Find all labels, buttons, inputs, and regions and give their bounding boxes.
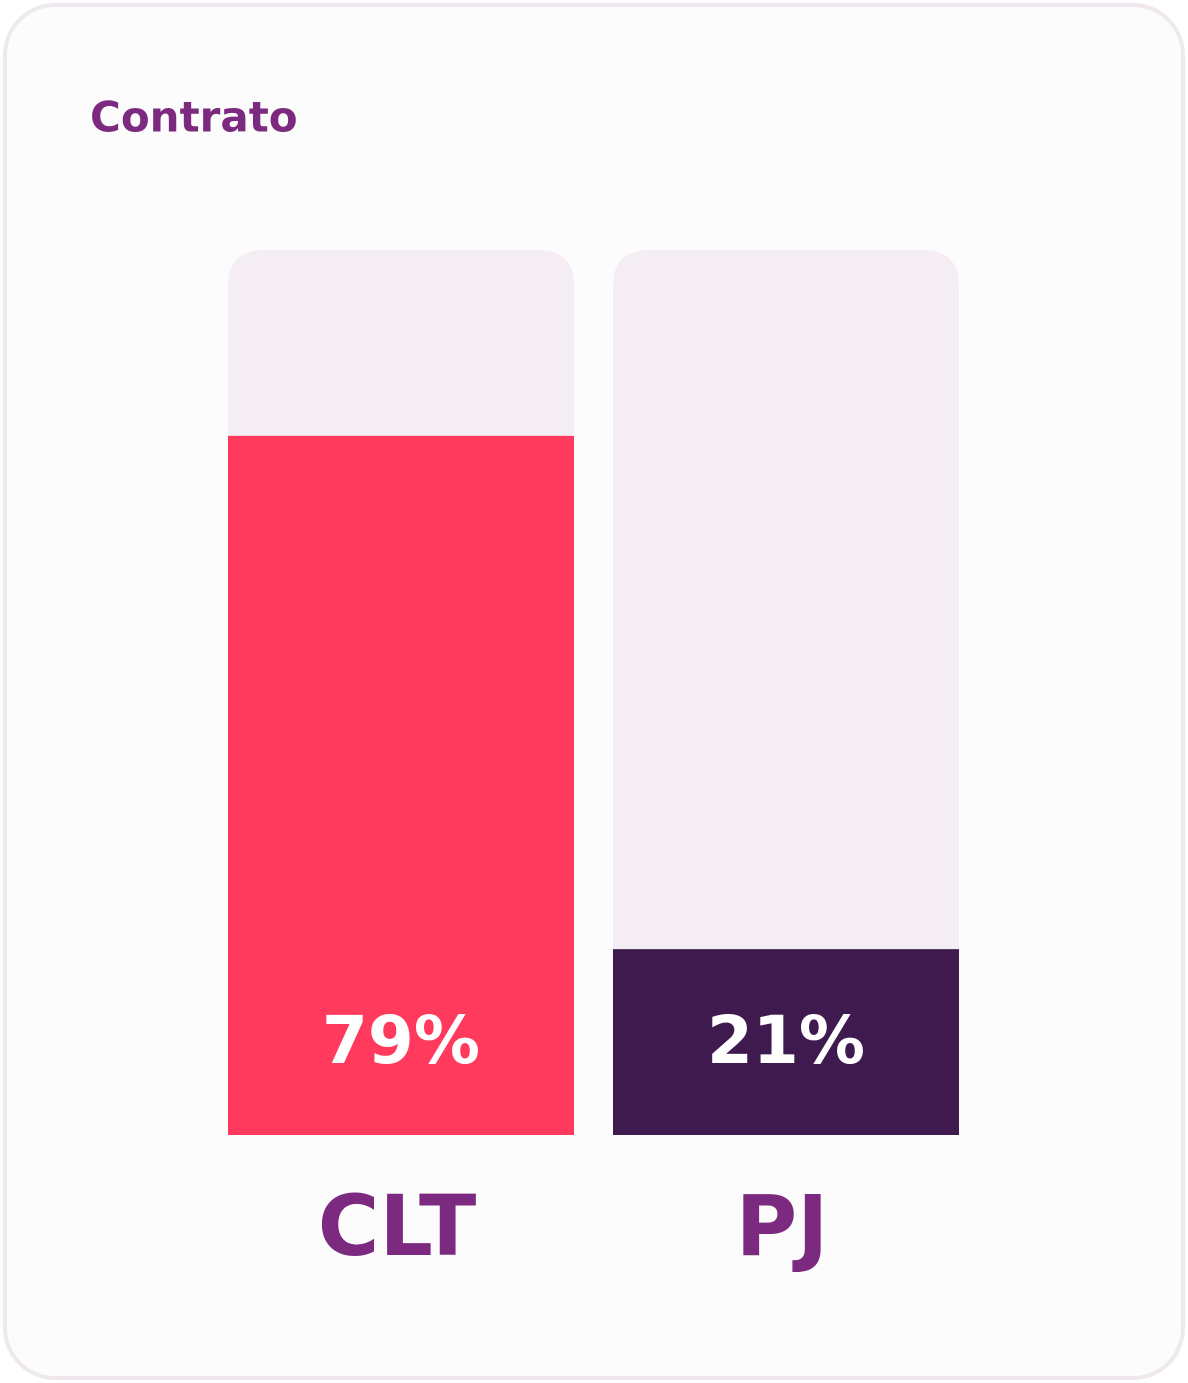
bar-track bbox=[613, 250, 959, 1135]
bar bbox=[228, 435, 574, 1136]
chart-title: Contrato bbox=[90, 93, 298, 142]
bar bbox=[613, 949, 959, 1135]
value-label: 79% bbox=[322, 1002, 480, 1079]
x-tick-label: PJ bbox=[736, 1177, 829, 1275]
value-label: 21% bbox=[707, 1002, 865, 1079]
x-tick-label: CLT bbox=[318, 1177, 477, 1275]
card bbox=[3, 3, 1185, 1380]
